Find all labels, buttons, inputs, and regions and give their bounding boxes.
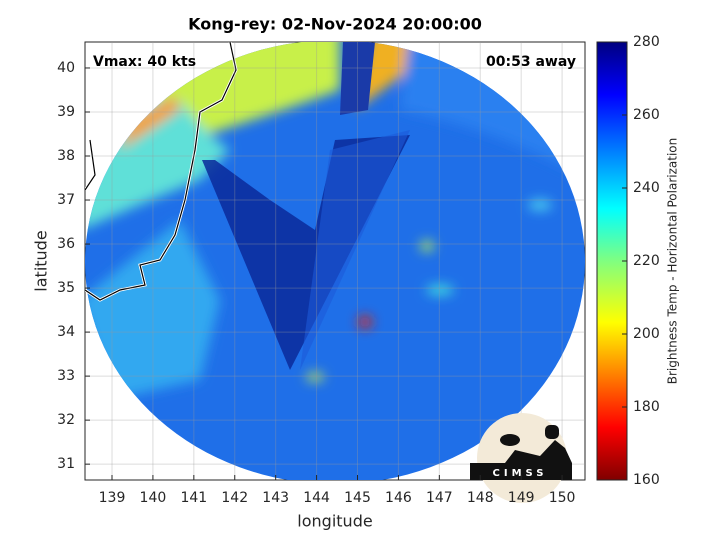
x-tick-label: 140: [140, 490, 167, 506]
y-tick-label: 35: [57, 280, 75, 296]
y-tick-label: 31: [57, 456, 75, 472]
grid: [85, 42, 585, 480]
logo-text: CIMSS: [493, 468, 548, 479]
annotation: 00:53 away: [486, 54, 576, 70]
y-tick-label: 40: [57, 60, 75, 76]
x-tick-label: 148: [467, 490, 494, 506]
logo: CIMSS: [470, 413, 572, 503]
colorbar-tick-label: 260: [633, 107, 660, 123]
colorbar-tick-label: 180: [633, 399, 660, 415]
colorbar-tick-label: 200: [633, 326, 660, 342]
x-tick-label: 142: [221, 490, 248, 506]
x-tick-label: 139: [99, 490, 126, 506]
x-tick-label: 144: [303, 490, 330, 506]
x-tick-label: 141: [180, 490, 207, 506]
colorbar-tick-label: 160: [633, 472, 660, 488]
x-tick-label: 145: [344, 490, 371, 506]
y-tick-label: 33: [57, 368, 75, 384]
colorbar-tick-label: 240: [633, 180, 660, 196]
chart-title: Kong-rey: 02-Nov-2024 20:00:00: [188, 15, 482, 34]
x-tick-label: 146: [385, 490, 412, 506]
x-tick-label: 149: [508, 490, 535, 506]
colorbar-tick-label: 280: [633, 34, 660, 50]
y-tick-label: 34: [57, 324, 75, 340]
y-tick-label: 39: [57, 104, 75, 120]
colorbar-tick-label: 220: [633, 253, 660, 269]
x-tick-label: 143: [262, 490, 289, 506]
y-tick-label: 32: [57, 412, 75, 428]
y-tick-label: 38: [57, 148, 75, 164]
colorbar-label: Brightness Temp - Horizontal Polarizatio…: [666, 138, 680, 385]
x-tick-label: 147: [426, 490, 453, 506]
y-axis-label: latitude: [32, 230, 51, 291]
y-tick-label: 36: [57, 236, 75, 252]
y-tick-label: 37: [57, 192, 75, 208]
x-axis-label: longitude: [297, 512, 372, 531]
annotation: Vmax: 40 kts: [93, 54, 196, 70]
imagery: [85, 42, 585, 480]
x-tick-label: 150: [549, 490, 576, 506]
